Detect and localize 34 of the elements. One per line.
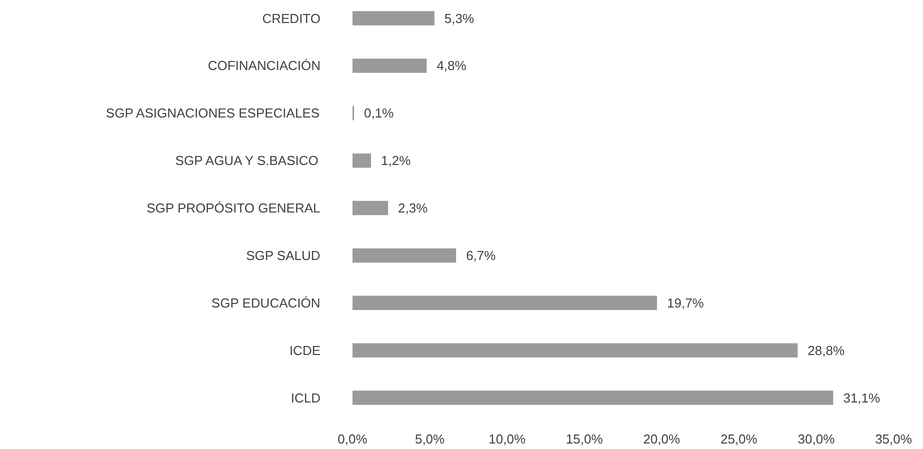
y-tick-label: ICLD xyxy=(290,390,321,406)
data-label: 31,1% xyxy=(843,390,881,406)
y-tick-label: SGP AGUA Y S.BASICO xyxy=(175,153,318,168)
x-tick-label: 25,0% xyxy=(720,432,758,446)
bar xyxy=(352,248,456,263)
bar xyxy=(352,153,372,168)
data-label: 2,3% xyxy=(398,200,428,216)
x-tick-label: 10,0% xyxy=(488,432,526,446)
y-tick-label: SGP PROPÓSITO GENERAL xyxy=(146,200,320,216)
x-tick-label: 5,0% xyxy=(414,432,446,446)
y-tick-label: COFINANCIACIÓN xyxy=(208,58,320,74)
bar xyxy=(352,296,658,310)
bar xyxy=(352,390,834,405)
y-tick-label: CREDITO xyxy=(262,10,320,26)
bar xyxy=(352,343,798,358)
bar xyxy=(352,200,388,216)
bar xyxy=(352,58,427,73)
x-tick-label: 0,0% xyxy=(338,432,368,446)
data-label: 28,8% xyxy=(808,342,845,358)
y-tick-label: SGP SALUD xyxy=(246,248,320,263)
x-tick-label: 35,0% xyxy=(875,432,912,446)
data-label: 4,8% xyxy=(436,58,467,74)
data-label: 5,3% xyxy=(444,10,474,26)
y-tick-label: SGP ASIGNACIONES ESPECIALES xyxy=(106,106,320,121)
data-label: 19,7% xyxy=(667,295,704,310)
data-label: 0,1% xyxy=(364,106,394,121)
x-tick-label: 30,0% xyxy=(798,432,836,446)
y-tick-label: ICDE xyxy=(289,342,321,358)
data-label: 6,7% xyxy=(466,248,496,263)
bar xyxy=(352,11,434,26)
data-label: 1,2% xyxy=(381,153,412,168)
x-tick-label: 15,0% xyxy=(566,432,604,446)
x-tick-label: 20,0% xyxy=(643,432,681,446)
y-tick-label: SGP EDUCACIÓN xyxy=(211,295,320,310)
